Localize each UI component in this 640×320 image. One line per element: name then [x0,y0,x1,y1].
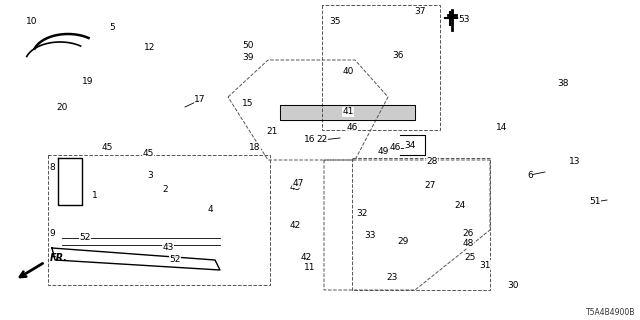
Text: 21: 21 [266,127,278,137]
Text: 38: 38 [557,78,569,87]
Text: 19: 19 [83,77,93,86]
Text: 34: 34 [404,140,416,149]
Text: 14: 14 [496,124,508,132]
Text: 32: 32 [356,209,368,218]
Text: 4: 4 [207,205,213,214]
Text: 28: 28 [426,157,438,166]
Text: 47: 47 [292,179,304,188]
Text: 42: 42 [289,220,301,229]
Text: 39: 39 [243,52,253,61]
Text: 46: 46 [389,143,401,153]
Text: 45: 45 [101,142,113,151]
Text: 6: 6 [527,171,533,180]
Text: 8: 8 [49,163,55,172]
Text: 52: 52 [170,255,180,265]
Text: 52: 52 [79,234,91,243]
Text: 35: 35 [329,18,340,27]
Text: 15: 15 [243,99,253,108]
Text: 5: 5 [109,23,115,33]
Text: 10: 10 [26,18,38,27]
Text: 22: 22 [316,135,328,145]
Text: 53: 53 [458,15,470,25]
Text: 41: 41 [342,108,354,116]
Text: 26: 26 [462,228,474,237]
Text: 2: 2 [162,186,168,195]
Text: T5A4B4900B: T5A4B4900B [586,308,635,317]
Text: 18: 18 [249,143,260,153]
Text: 51: 51 [589,197,601,206]
Text: 23: 23 [387,274,397,283]
Text: 36: 36 [392,51,404,60]
Text: 33: 33 [364,230,376,239]
Text: 43: 43 [163,244,173,252]
Text: 1: 1 [92,190,98,199]
Text: FR.: FR. [50,253,68,263]
Polygon shape [280,105,415,120]
Text: 48: 48 [462,238,474,247]
Text: 3: 3 [147,171,153,180]
Text: 31: 31 [479,260,491,269]
Text: 30: 30 [508,281,519,290]
Text: 16: 16 [304,135,316,145]
Text: 20: 20 [56,103,68,113]
Text: 49: 49 [378,148,388,156]
Text: 40: 40 [342,68,354,76]
Text: 12: 12 [144,43,156,52]
Text: 45: 45 [289,183,301,193]
Text: 45: 45 [142,148,154,157]
Text: 25: 25 [464,253,476,262]
Text: 37: 37 [414,7,426,17]
Text: 42: 42 [300,253,312,262]
Text: 17: 17 [195,95,205,105]
Text: 13: 13 [569,157,580,166]
Text: 46: 46 [346,123,358,132]
Text: 24: 24 [454,201,466,210]
Text: 27: 27 [424,180,436,189]
Text: 9: 9 [49,228,55,237]
Text: 50: 50 [243,41,253,50]
Text: 29: 29 [397,237,409,246]
Text: 11: 11 [304,263,316,273]
